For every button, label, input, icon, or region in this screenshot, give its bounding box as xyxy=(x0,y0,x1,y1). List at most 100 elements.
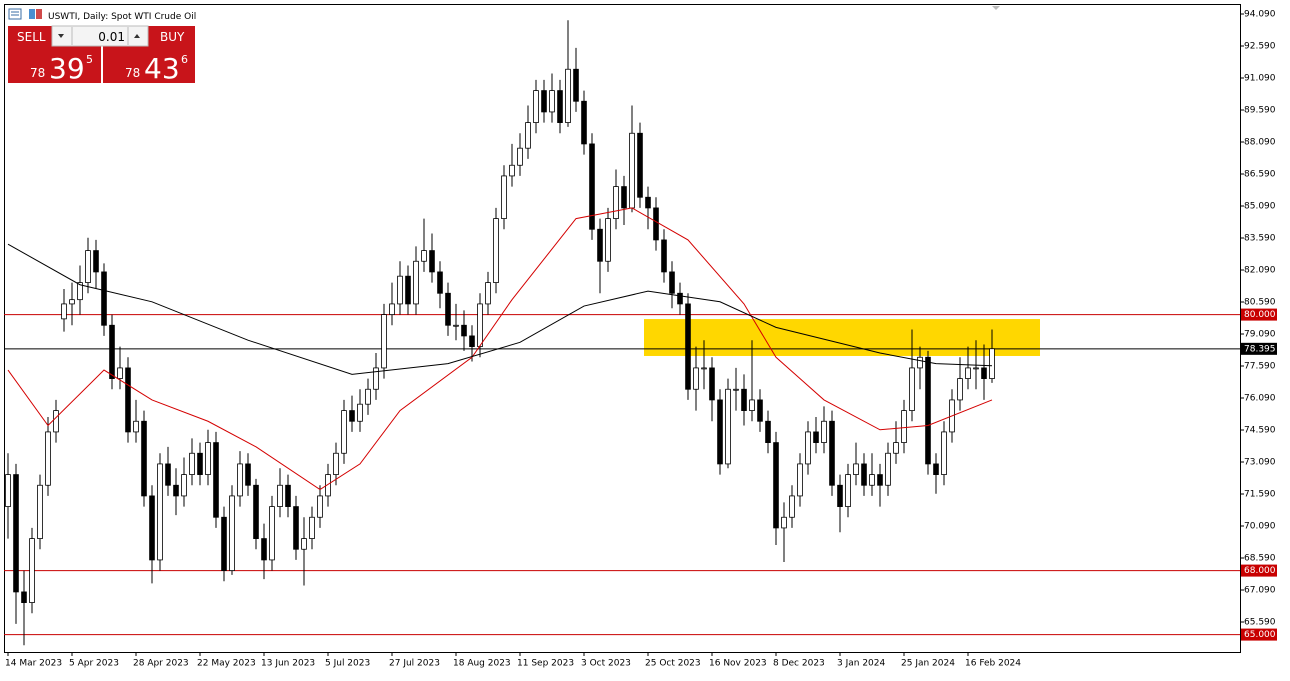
candle-body xyxy=(629,132,635,209)
candle-body xyxy=(685,303,691,390)
y-tick-label: 70.090 xyxy=(1244,522,1276,532)
candle-body xyxy=(141,420,147,497)
trade-icon[interactable] xyxy=(36,9,42,19)
candle-body xyxy=(213,442,219,518)
candle-body xyxy=(541,90,547,113)
candle-body xyxy=(341,410,347,454)
candle-body xyxy=(165,463,171,486)
candle-body xyxy=(653,207,659,241)
y-tick-label: 82.090 xyxy=(1244,266,1276,276)
candle-body xyxy=(877,474,883,486)
candle-body xyxy=(901,410,907,443)
candle-body xyxy=(853,463,859,475)
x-tick-label: 3 Jan 2024 xyxy=(837,659,885,669)
candle-body xyxy=(773,442,779,529)
x-tick-label: 5 Jul 2023 xyxy=(325,659,370,669)
candle-body xyxy=(69,299,75,305)
buy-button[interactable]: BUY xyxy=(160,30,185,44)
candle-body xyxy=(61,303,67,320)
candle-body xyxy=(53,410,59,433)
candle-body xyxy=(781,516,787,529)
x-tick-label: 5 Apr 2023 xyxy=(69,659,119,669)
bid-small: 5 xyxy=(86,53,93,66)
candle-body xyxy=(413,260,419,305)
plot-frame xyxy=(4,4,1241,653)
plot-area xyxy=(4,20,1240,646)
bid-big: 78 xyxy=(30,66,45,80)
candle-body xyxy=(533,90,539,123)
candle-body xyxy=(397,275,403,305)
candle-body xyxy=(189,452,195,475)
candle-body xyxy=(557,90,563,123)
candle-body xyxy=(893,442,899,454)
candle-body xyxy=(21,591,27,603)
level-label-box xyxy=(1241,342,1277,355)
ask-big: 78 xyxy=(125,66,140,80)
candle-body xyxy=(293,506,299,550)
lot-value[interactable]: 0.01 xyxy=(98,30,125,44)
lot-up[interactable] xyxy=(134,34,140,38)
candle-body xyxy=(469,335,475,347)
candle-body xyxy=(789,495,795,518)
candle-body xyxy=(237,463,243,497)
x-tick-label: 13 Jun 2023 xyxy=(261,659,315,669)
candle-body xyxy=(373,367,379,390)
candle-body xyxy=(333,452,339,475)
candle-body xyxy=(885,452,891,486)
menu-icon[interactable] xyxy=(8,8,22,20)
trade-panel: USWTI, Daily: Spot WTI Crude Oil 0.01 SE… xyxy=(8,8,196,85)
candle-body xyxy=(349,410,355,422)
candle-body xyxy=(501,175,507,219)
ask-main: 43 xyxy=(144,52,180,85)
y-tick-label: 94.090 xyxy=(1244,10,1276,20)
candle-body xyxy=(933,463,939,475)
candle-body xyxy=(85,250,91,283)
candle-body xyxy=(5,474,11,507)
candle-body xyxy=(133,420,139,433)
candle-body xyxy=(813,431,819,443)
sell-button[interactable]: SELL xyxy=(17,30,46,44)
y-tick-label: 67.090 xyxy=(1244,586,1276,596)
candle-body xyxy=(573,68,579,102)
candle-body xyxy=(477,303,483,347)
candle-body xyxy=(981,367,987,379)
y-tick-label: 73.090 xyxy=(1244,458,1276,468)
y-tick-label: 68.590 xyxy=(1244,554,1276,564)
candle-body xyxy=(749,399,755,411)
x-tick-label: 16 Nov 2023 xyxy=(709,659,767,669)
candle-body xyxy=(677,292,683,305)
candle-body xyxy=(205,442,211,475)
candle-body xyxy=(597,228,603,262)
trade-icon[interactable] xyxy=(29,9,35,19)
x-tick-label: 11 Sep 2023 xyxy=(517,659,574,669)
lot-spinner[interactable] xyxy=(51,25,149,47)
candle-body xyxy=(581,100,587,145)
y-tick-label: 71.590 xyxy=(1244,490,1276,500)
candle-body xyxy=(765,420,771,443)
candle-body xyxy=(829,420,835,486)
candle-body xyxy=(589,143,595,230)
candle-body xyxy=(197,452,203,475)
lot-down[interactable] xyxy=(58,34,64,38)
candle-body xyxy=(709,367,715,401)
bid-main: 39 xyxy=(49,52,85,85)
candle-body xyxy=(309,516,315,539)
symbol-title: USWTI, Daily: Spot WTI Crude Oil xyxy=(48,12,196,22)
level-label-box xyxy=(1241,308,1277,321)
candle-body xyxy=(717,399,723,465)
candle-body xyxy=(261,538,267,561)
y-tick-label: 85.090 xyxy=(1244,202,1276,212)
x-tick-label: 3 Oct 2023 xyxy=(581,659,631,669)
candle-body xyxy=(381,314,387,369)
candle-body xyxy=(757,399,763,422)
y-tick-label: 92.590 xyxy=(1244,42,1276,52)
level-label: 78.395 xyxy=(1244,344,1276,354)
candle-body xyxy=(525,122,531,149)
candle-body xyxy=(605,218,611,262)
x-tick-label: 18 Aug 2023 xyxy=(453,659,511,669)
candle-body xyxy=(917,356,923,369)
candle-body xyxy=(613,186,619,219)
candle-body xyxy=(725,388,731,465)
candle-body xyxy=(909,367,915,411)
